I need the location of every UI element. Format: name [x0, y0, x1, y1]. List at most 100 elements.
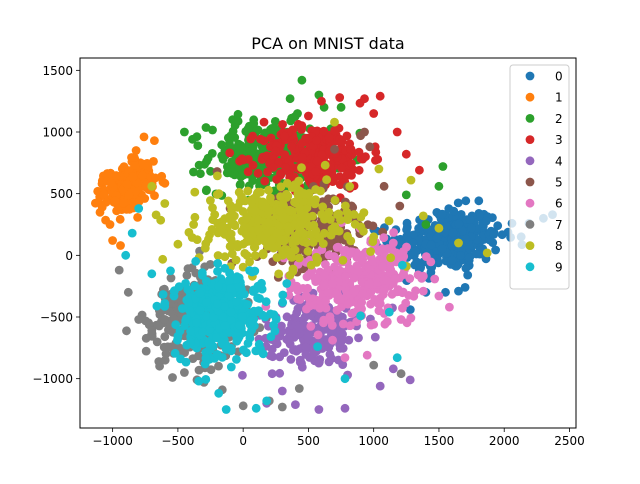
data-point: [264, 185, 273, 195]
legend-marker: [525, 135, 535, 145]
data-point: [209, 312, 219, 322]
data-point: [235, 321, 245, 330]
data-point: [222, 168, 232, 178]
data-point: [197, 268, 207, 278]
data-point: [147, 181, 157, 191]
data-point: [338, 360, 348, 369]
y-tick-label: 1500: [42, 64, 73, 78]
data-point: [227, 157, 237, 167]
data-point: [189, 220, 199, 229]
data-point: [97, 202, 107, 212]
legend-item-5: 5: [525, 176, 563, 190]
data-point: [338, 319, 348, 329]
data-point: [456, 251, 465, 260]
data-point: [343, 213, 352, 223]
data-point: [399, 269, 408, 279]
data-point: [282, 189, 291, 199]
data-point: [226, 234, 236, 244]
data-point: [437, 209, 447, 219]
data-point: [253, 293, 262, 303]
data-point: [330, 262, 339, 272]
data-point: [193, 141, 203, 151]
data-point: [232, 355, 241, 364]
data-point: [396, 369, 406, 379]
data-point: [349, 273, 359, 283]
x-tick-label: 1500: [424, 434, 455, 448]
data-point: [169, 286, 179, 296]
data-point: [448, 228, 458, 238]
data-point: [346, 247, 355, 256]
data-point: [328, 279, 338, 288]
data-point: [156, 215, 166, 225]
data-point: [291, 400, 300, 409]
data-point: [371, 147, 381, 157]
data-point: [131, 146, 141, 155]
data-point: [301, 291, 311, 301]
data-point: [363, 220, 373, 230]
data-point: [356, 212, 366, 222]
data-point: [319, 126, 329, 136]
data-point: [259, 117, 269, 127]
data-point: [262, 396, 272, 406]
data-point: [250, 251, 260, 260]
data-point: [305, 221, 314, 231]
data-point: [201, 239, 211, 249]
data-point: [295, 355, 305, 365]
data-point: [354, 333, 363, 343]
data-point: [160, 355, 170, 365]
data-point: [303, 283, 312, 293]
data-point: [311, 167, 321, 176]
data-point: [347, 159, 356, 168]
data-point: [444, 204, 454, 214]
data-point: [147, 269, 157, 279]
data-point: [244, 155, 253, 164]
legend-label: 4: [555, 154, 563, 168]
data-point: [272, 175, 281, 184]
legend-label: 0: [555, 70, 563, 84]
data-point: [354, 266, 363, 276]
data-point: [265, 351, 275, 361]
data-point: [248, 160, 258, 170]
data-point: [286, 355, 296, 364]
chart-title: PCA on MNIST data: [251, 34, 404, 53]
legend-marker: [525, 198, 535, 208]
data-point: [226, 307, 236, 317]
data-point: [388, 238, 398, 248]
legend-marker: [525, 92, 535, 102]
data-point: [220, 214, 230, 224]
data-point: [123, 287, 133, 297]
data-point: [278, 250, 287, 260]
data-point: [362, 350, 372, 360]
data-point: [237, 154, 247, 164]
data-point: [125, 204, 134, 214]
data-point: [434, 181, 444, 191]
data-point: [382, 317, 392, 327]
data-point: [267, 369, 277, 379]
data-point: [321, 303, 331, 313]
data-point: [134, 315, 144, 324]
data-point: [270, 117, 280, 126]
data-point: [317, 150, 327, 160]
data-point: [254, 225, 263, 235]
data-point: [370, 332, 380, 342]
data-point: [243, 300, 253, 309]
data-point: [124, 190, 134, 200]
data-point: [293, 119, 303, 129]
data-point: [206, 365, 216, 375]
data-point: [408, 238, 418, 248]
data-point: [430, 274, 440, 284]
data-point: [122, 179, 132, 189]
x-tick-label: −500: [161, 434, 194, 448]
data-point: [251, 403, 261, 413]
data-point: [398, 260, 407, 270]
data-point: [348, 203, 358, 212]
data-point: [301, 134, 310, 143]
data-point: [258, 250, 268, 260]
data-point: [180, 368, 189, 377]
legend-item-4: 4: [525, 154, 563, 168]
data-point: [293, 109, 302, 118]
data-point: [226, 362, 236, 372]
legend-item-7: 7: [525, 218, 563, 232]
data-point: [369, 232, 379, 242]
data-point: [277, 386, 287, 396]
